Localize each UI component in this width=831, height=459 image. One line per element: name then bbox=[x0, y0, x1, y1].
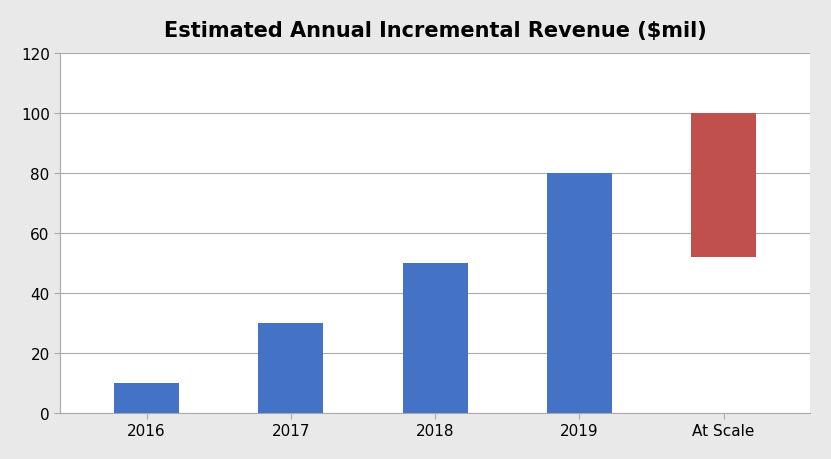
Bar bbox=[403, 263, 468, 413]
Bar bbox=[258, 323, 323, 413]
Title: Estimated Annual Incremental Revenue ($mil): Estimated Annual Incremental Revenue ($m… bbox=[164, 21, 706, 41]
Bar bbox=[547, 173, 612, 413]
Bar bbox=[114, 383, 179, 413]
Bar bbox=[691, 113, 756, 257]
